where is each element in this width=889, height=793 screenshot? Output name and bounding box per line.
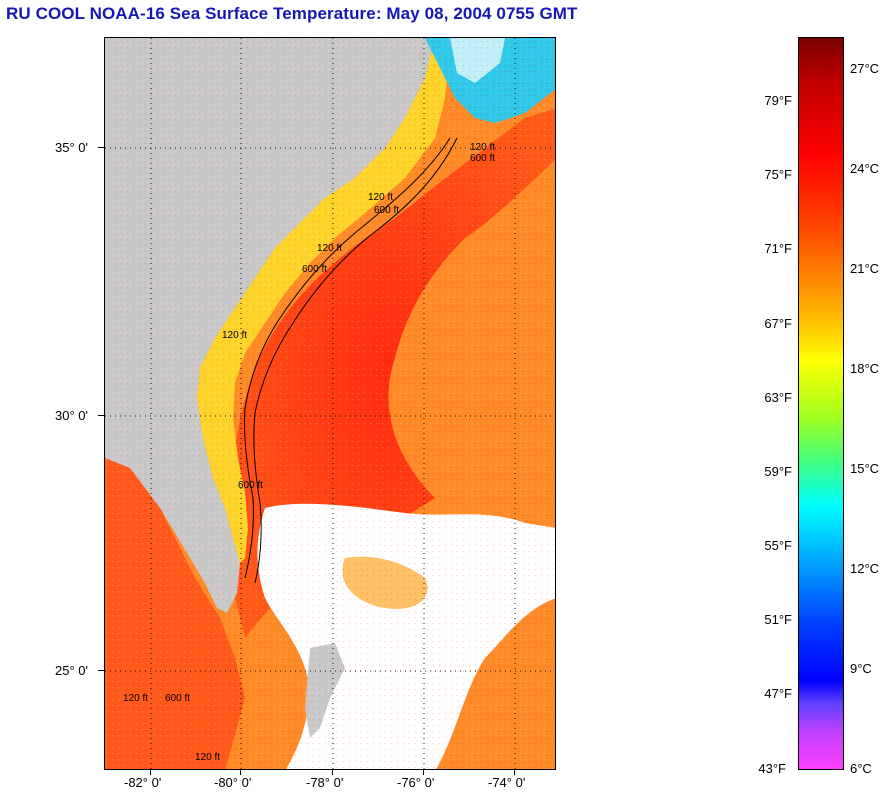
- axis-tick: [240, 770, 241, 775]
- colorbar-label-f: 71°F: [764, 241, 792, 256]
- colorbar-label-c: 12°C: [850, 561, 880, 576]
- isobath-label: 120 ft: [195, 752, 221, 763]
- colorbar-label-f: 75°F: [764, 167, 792, 182]
- colorbar-label-c: 18°C: [850, 361, 880, 376]
- colorbar-label-c: 6°C: [850, 761, 872, 776]
- colorbar-label-f: 55°F: [764, 538, 792, 553]
- isobath-label: 120 ft: [470, 142, 496, 153]
- isobath-600ft: [253, 137, 458, 584]
- longitude-label: -82° 0': [124, 775, 162, 790]
- longitude-label: -76° 0': [397, 775, 435, 790]
- longitude-label: -78° 0': [306, 775, 344, 790]
- longitude-label: -74° 0': [488, 775, 526, 790]
- colorbar-label-f: 79°F: [764, 93, 792, 108]
- axis-tick: [332, 770, 333, 775]
- colorbar-label-f: 59°F: [764, 464, 792, 479]
- isobath-label: 120 ft: [368, 192, 394, 203]
- isobath-label: 600 ft: [374, 205, 400, 216]
- isobath-label: 120 ft: [123, 693, 149, 704]
- latitude-label: 30° 0': [55, 408, 88, 423]
- sst-map-canvas: [105, 38, 555, 769]
- colorbar-label-c: 24°C: [850, 161, 880, 176]
- colorbar-label-f: 47°F: [764, 686, 792, 701]
- colorbar-label-f: 51°F: [764, 612, 792, 627]
- colorbar-label-c: 9°C: [850, 661, 872, 676]
- axis-tick: [98, 670, 104, 671]
- page-title: RU COOL NOAA-16 Sea Surface Temperature:…: [6, 4, 578, 23]
- latitude-label: 25° 0': [55, 663, 88, 678]
- colorbar-label-f: 67°F: [764, 316, 792, 331]
- axis-tick: [150, 770, 151, 775]
- isobath-label: 600 ft: [470, 153, 496, 164]
- longitude-label: -80° 0': [214, 775, 252, 790]
- colorbar-label-c: 27°C: [850, 61, 880, 76]
- isobath-label: 600 ft: [302, 264, 328, 275]
- isobath-label: 120 ft: [317, 243, 343, 254]
- texture-overlay: [105, 38, 555, 769]
- graticule: [105, 38, 555, 769]
- colorbar-label-f: 43°F: [758, 761, 786, 776]
- latitude-label: 35° 0': [55, 140, 88, 155]
- colorbar-label-c: 15°C: [850, 461, 880, 476]
- sst-map: [104, 37, 556, 770]
- isobath-label: 600 ft: [165, 693, 191, 704]
- isobath-120ft: [243, 137, 451, 579]
- isobath-label: 120 ft: [222, 330, 248, 341]
- temperature-colorbar: [798, 37, 844, 770]
- colorbar-label-f: 63°F: [764, 390, 792, 405]
- colorbar-label-c: 21°C: [850, 261, 880, 276]
- isobath-label: 600 ft: [238, 480, 264, 491]
- axis-tick: [98, 147, 104, 148]
- axis-tick: [514, 770, 515, 775]
- axis-tick: [98, 415, 104, 416]
- axis-tick: [423, 770, 424, 775]
